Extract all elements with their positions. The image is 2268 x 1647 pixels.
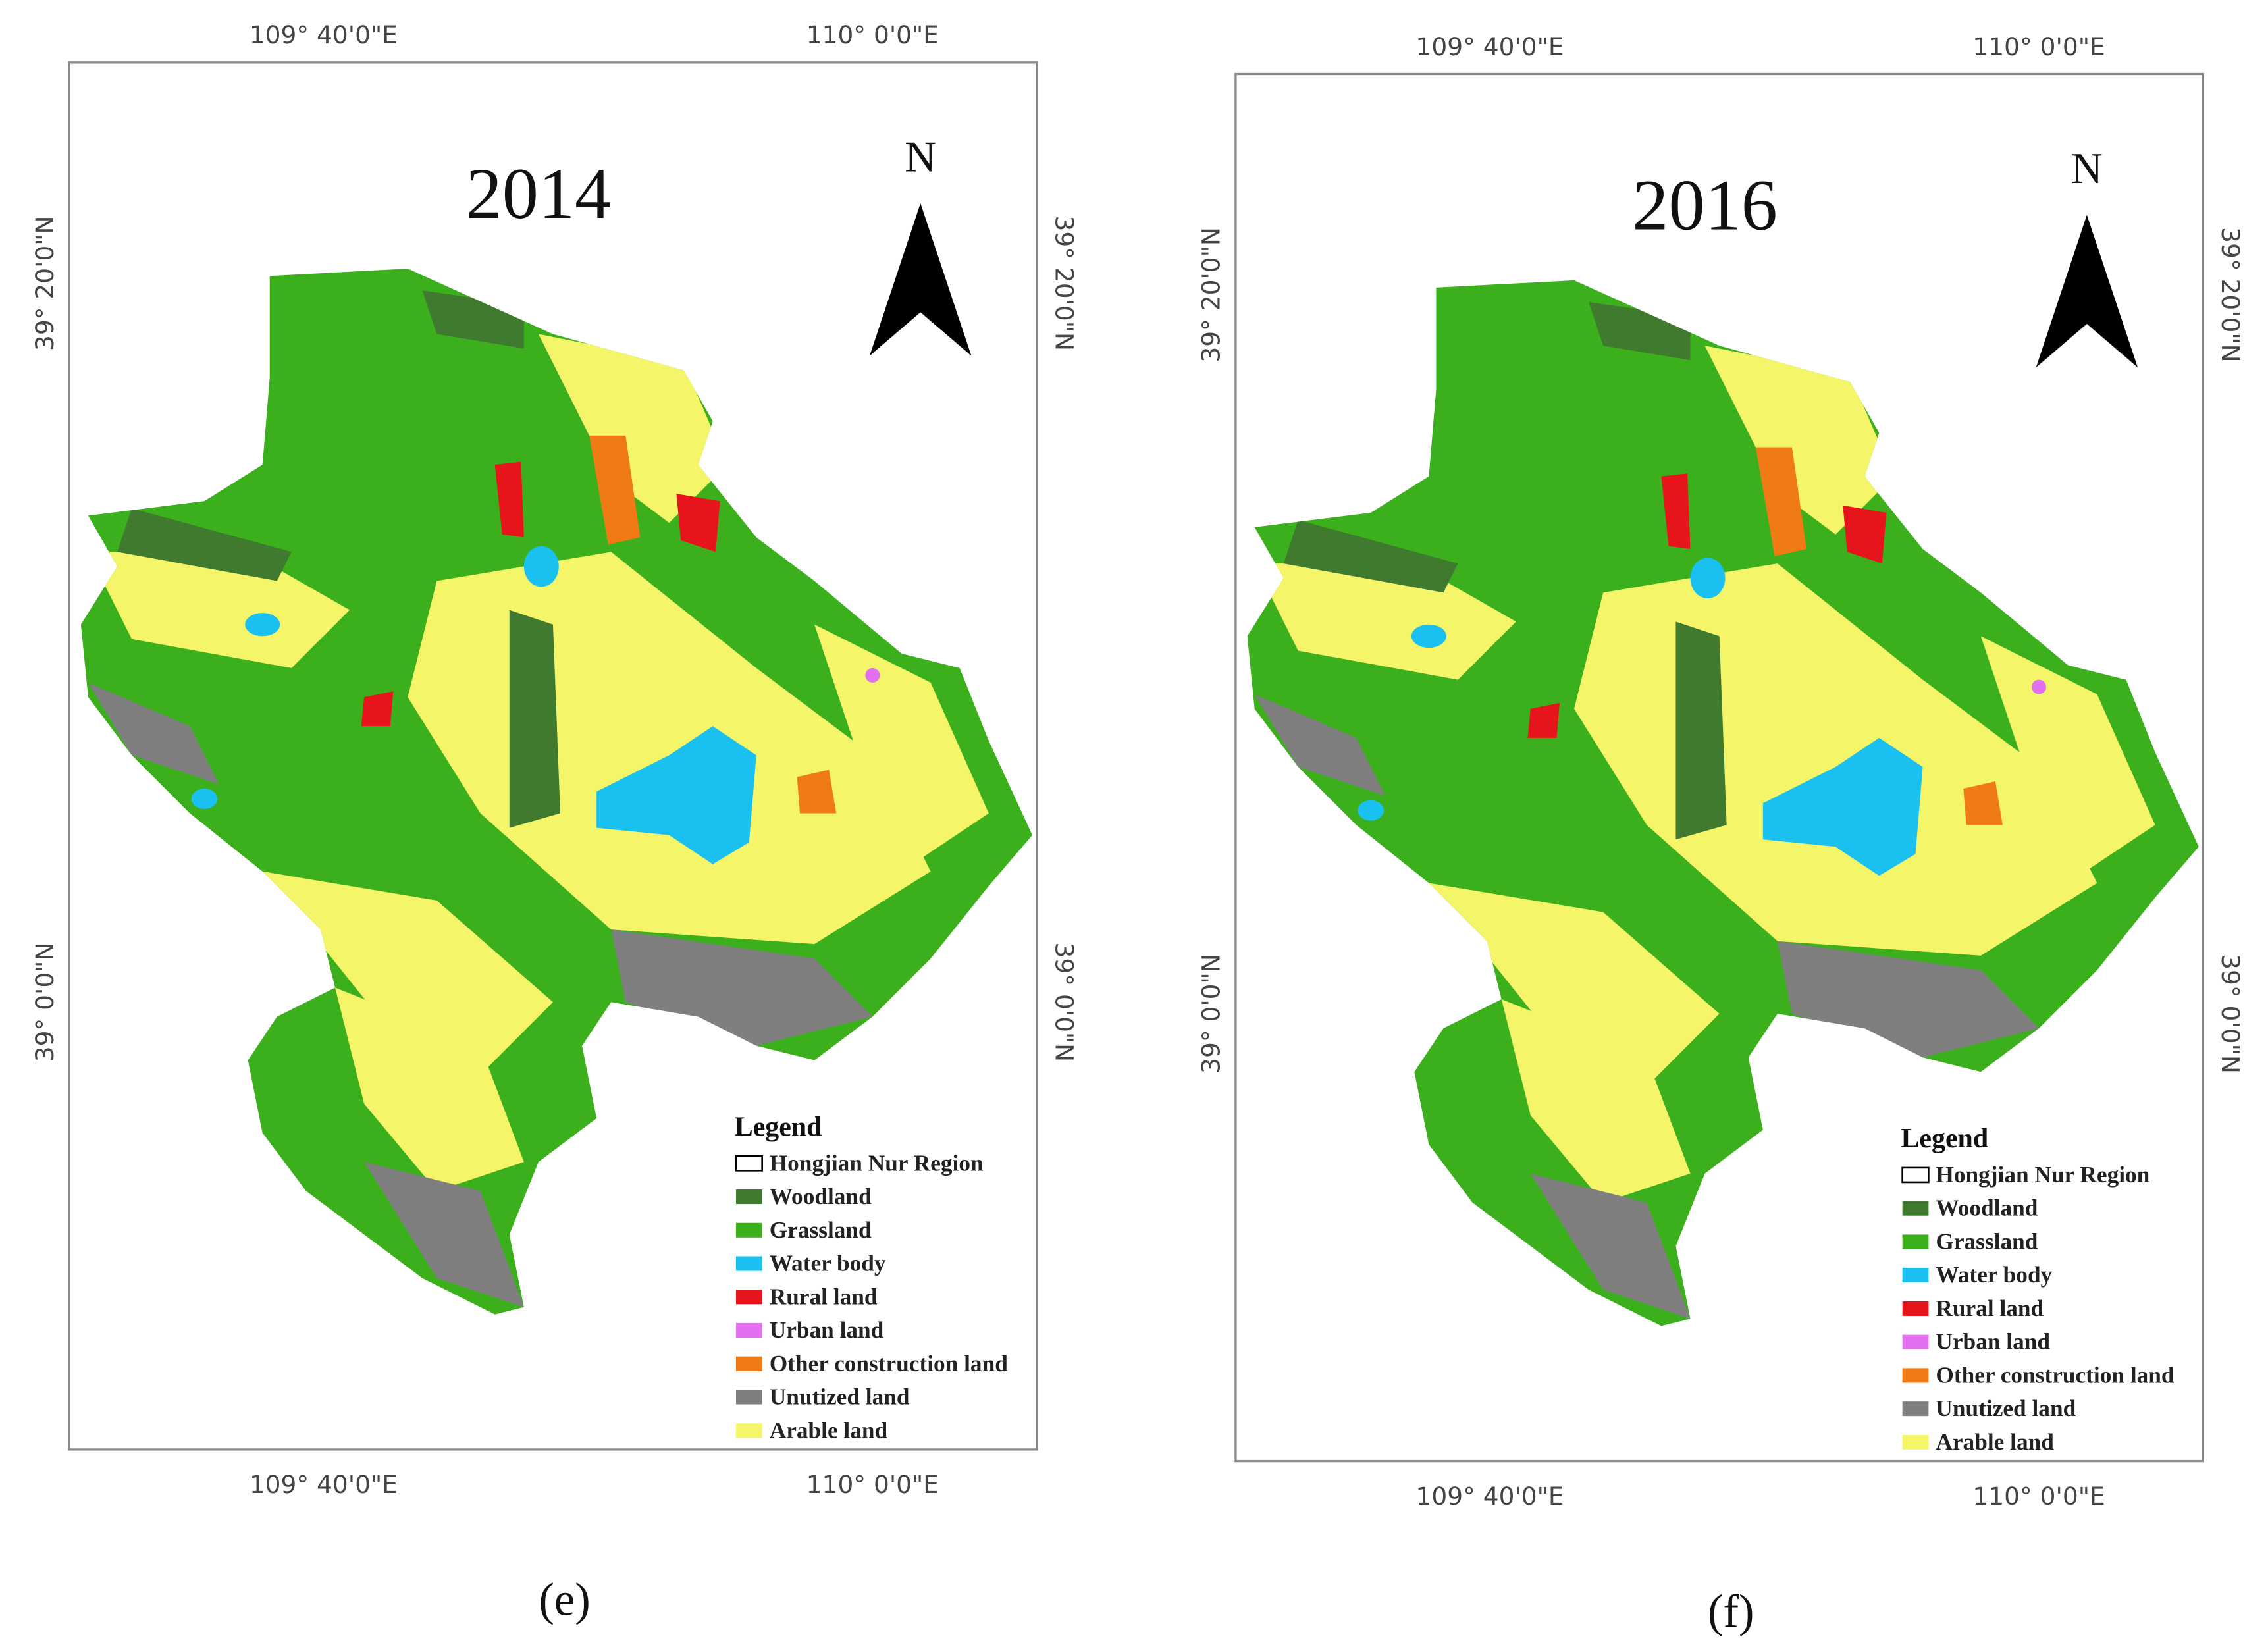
north-label: N [905, 133, 936, 181]
legend-label: Other construction land [1936, 1362, 2175, 1388]
legend-swatch [735, 1390, 762, 1405]
legend-swatch [1902, 1234, 1929, 1249]
legend-swatch [735, 1356, 762, 1371]
legend-swatch [1902, 1201, 1929, 1216]
legend-swatch [735, 1256, 762, 1271]
legend-swatch [735, 1190, 762, 1205]
top-coord: 109° 40'0"E [250, 20, 398, 49]
legend-label: Grassland [770, 1217, 872, 1243]
bottom-coord: 110° 0'0"E [1972, 1482, 2105, 1511]
left-coord: 39° 20'0"N [30, 215, 59, 351]
legend-title: Legend [735, 1112, 822, 1142]
legend-swatch [1902, 1401, 1929, 1417]
right-coord: 39° 20'0"N [1049, 215, 1078, 351]
legend-label: Hongjian Nur Region [1936, 1162, 2149, 1188]
legend-label: Water body [770, 1251, 886, 1276]
legend-label: Grassland [1936, 1228, 2038, 1254]
legend-label: Hongjian Nur Region [770, 1150, 984, 1176]
year-title: 2014 [466, 153, 612, 234]
bottom-coord: 110° 0'0"E [806, 1470, 939, 1499]
right-coord: 39° 0'0"N [1049, 943, 1078, 1062]
legend-label: Woodland [770, 1184, 872, 1209]
year-title: 2016 [1632, 165, 1778, 246]
right-coord: 39° 0'0"N [2216, 954, 2245, 1074]
legend-swatch [1902, 1434, 1929, 1450]
left-coord: 39° 0'0"N [30, 943, 59, 1062]
left-coord: 39° 0'0"N [1197, 954, 1226, 1074]
top-coord: 109° 40'0"E [1416, 32, 1564, 61]
bottom-coord: 109° 40'0"E [1416, 1482, 1564, 1511]
legend-label: Unutized land [770, 1384, 910, 1410]
legend-swatch [735, 1290, 762, 1305]
legend-label: Other construction land [770, 1351, 1009, 1376]
legend-swatch [1902, 1368, 1929, 1383]
north-arrow [869, 203, 972, 356]
legend-label: Woodland [1936, 1195, 2038, 1221]
top-coord: 110° 0'0"E [1972, 32, 2105, 61]
north-label: N [2071, 145, 2103, 193]
legend-title: Legend [1901, 1124, 1988, 1154]
map-frame [1234, 72, 2205, 1463]
legend-label: Urban land [770, 1317, 884, 1343]
legend-label: Urban land [1936, 1329, 2050, 1355]
right-coord: 39° 20'0"N [2216, 227, 2245, 363]
legend-swatch [735, 1155, 763, 1172]
legend-swatch [1901, 1166, 1930, 1184]
legend-swatch [735, 1423, 762, 1438]
legend-swatch [735, 1222, 762, 1238]
left-coord: 39° 20'0"N [1197, 227, 1226, 363]
land-use-map [59, 247, 1076, 1351]
legend-label: Rural land [1936, 1295, 2044, 1321]
legend-label: Rural land [770, 1284, 878, 1309]
legend-swatch [1902, 1301, 1929, 1316]
legend-label: Arable land [770, 1417, 888, 1443]
panel-caption: (f) [1708, 1586, 1754, 1637]
map-panel: 2016 N 109° 40'0"E 110° 0'0"E 109° 40'0"E 110… [1197, 32, 2245, 1637]
map-frame [68, 61, 1038, 1451]
legend-label: Arable land [1936, 1429, 2054, 1455]
panel-caption: (e) [539, 1574, 590, 1625]
legend-label: Water body [1936, 1262, 2052, 1288]
top-coord: 110° 0'0"E [806, 20, 939, 49]
north-arrow [2036, 215, 2138, 368]
legend-swatch [1902, 1334, 1929, 1349]
legend-swatch [1902, 1268, 1929, 1283]
legend-label: Unutized land [1936, 1396, 2076, 1421]
bottom-coord: 109° 40'0"E [250, 1470, 398, 1499]
land-use-map [1226, 259, 2242, 1363]
legend-swatch [735, 1322, 762, 1338]
map-panel: 2014 N 109° 40'0"E 110° 0'0"E 109° 40'0"E 110… [30, 20, 1078, 1625]
